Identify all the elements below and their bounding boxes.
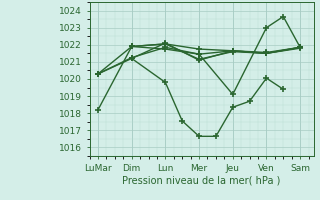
X-axis label: Pression niveau de la mer( hPa ): Pression niveau de la mer( hPa ) [123,175,281,185]
